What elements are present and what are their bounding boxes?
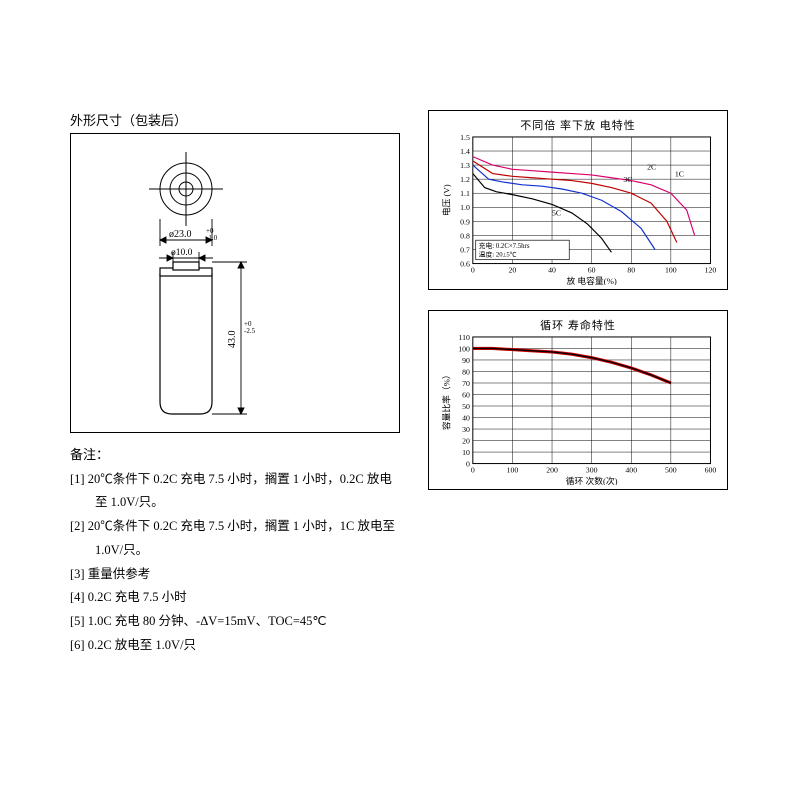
- height-tol: +0-2.5: [244, 320, 256, 335]
- note-1: [1] 20℃条件下 0.2C 充电 7.5 小时，搁置 1 小时，0.2C 放…: [70, 468, 400, 516]
- svg-text:1.0: 1.0: [460, 203, 470, 212]
- svg-text:0: 0: [466, 459, 470, 468]
- svg-text:30: 30: [462, 425, 470, 434]
- svg-text:1.5: 1.5: [460, 135, 470, 142]
- chart2-title: 循环 寿命特性: [437, 317, 719, 333]
- outer-dia-tol: +0-1.0: [206, 227, 218, 242]
- svg-text:3C: 3C: [623, 175, 632, 184]
- svg-text:放 电容量(%): 放 电容量(%): [566, 275, 616, 285]
- side-view: [160, 262, 212, 414]
- note-2: [2] 20℃条件下 0.2C 充电 7.5 小时，搁置 1 小时，1C 放电至…: [70, 515, 400, 563]
- note-4: [4] 0.2C 充电 7.5 小时: [70, 586, 400, 610]
- cycle-life-chart: 循环 寿命特性 01002003004005006000102030405060…: [428, 310, 728, 490]
- note-6: [6] 0.2C 放电至 1.0V/只: [70, 634, 400, 658]
- svg-text:1.2: 1.2: [460, 175, 470, 184]
- discharge-chart: 不同倍 率下放 电特性 0 20 40 60 80 100 120 0.6 0.7 0.8 0.9 1…: [428, 110, 728, 290]
- dimension-drawing: ø23.0 +0-1.0 ø10.0: [70, 133, 400, 433]
- svg-text:80: 80: [462, 367, 470, 376]
- svg-text:100: 100: [665, 265, 677, 274]
- svg-text:20: 20: [462, 436, 470, 445]
- svg-text:0: 0: [471, 465, 475, 474]
- svg-text:1.1: 1.1: [460, 189, 470, 198]
- chart1-title: 不同倍 率下放 电特性: [437, 117, 719, 133]
- svg-text:温度: 20±5℃: 温度: 20±5℃: [479, 250, 517, 259]
- inner-dia-label: ø10.0: [171, 248, 193, 258]
- svg-text:400: 400: [625, 465, 637, 474]
- top-view: [149, 152, 223, 226]
- svg-text:容量比率（%）: 容量比率（%）: [440, 370, 451, 430]
- note-3: [3] 重量供参考: [70, 563, 400, 587]
- svg-text:500: 500: [665, 465, 677, 474]
- svg-text:5C: 5C: [552, 209, 561, 218]
- svg-text:50: 50: [462, 402, 470, 411]
- svg-text:600: 600: [705, 465, 717, 474]
- svg-text:60: 60: [588, 265, 596, 274]
- svg-text:循环 次数(次): 循环 次数(次): [566, 475, 618, 485]
- notes-title: 备注：: [70, 443, 400, 468]
- svg-text:10: 10: [462, 448, 470, 457]
- svg-text:100: 100: [507, 465, 519, 474]
- svg-text:1.4: 1.4: [460, 147, 470, 156]
- svg-text:80: 80: [627, 265, 635, 274]
- svg-text:0.8: 0.8: [460, 231, 470, 240]
- notes-block: 备注： [1] 20℃条件下 0.2C 充电 7.5 小时，搁置 1 小时，0.…: [70, 443, 400, 658]
- svg-text:60: 60: [462, 390, 470, 399]
- outer-dia-label: ø23.0: [169, 229, 192, 240]
- svg-text:20: 20: [509, 265, 517, 274]
- note-5: [5] 1.0C 充电 80 分钟、-ΔV=15mV、TOC=45℃: [70, 610, 400, 634]
- svg-text:200: 200: [546, 465, 558, 474]
- svg-text:120: 120: [705, 265, 717, 274]
- svg-text:0.7: 0.7: [460, 245, 470, 254]
- dimensions-title: 外形尺寸（包装后）: [70, 110, 400, 129]
- svg-text:300: 300: [586, 465, 598, 474]
- svg-text:0: 0: [471, 265, 475, 274]
- svg-text:充电: 0.2C×7.5hrs: 充电: 0.2C×7.5hrs: [479, 241, 530, 250]
- svg-text:电压 (V): 电压 (V): [440, 184, 451, 216]
- svg-text:2C: 2C: [647, 162, 656, 171]
- svg-text:1C: 1C: [675, 169, 684, 178]
- svg-text:70: 70: [462, 379, 470, 388]
- svg-text:0.6: 0.6: [460, 259, 470, 268]
- svg-text:100: 100: [458, 344, 470, 353]
- svg-text:90: 90: [462, 356, 470, 365]
- height-label: 43.0: [227, 331, 238, 349]
- svg-text:40: 40: [548, 265, 556, 274]
- svg-text:40: 40: [462, 413, 470, 422]
- svg-text:0.9: 0.9: [460, 217, 470, 226]
- svg-text:110: 110: [458, 335, 469, 342]
- svg-text:1.3: 1.3: [460, 161, 470, 170]
